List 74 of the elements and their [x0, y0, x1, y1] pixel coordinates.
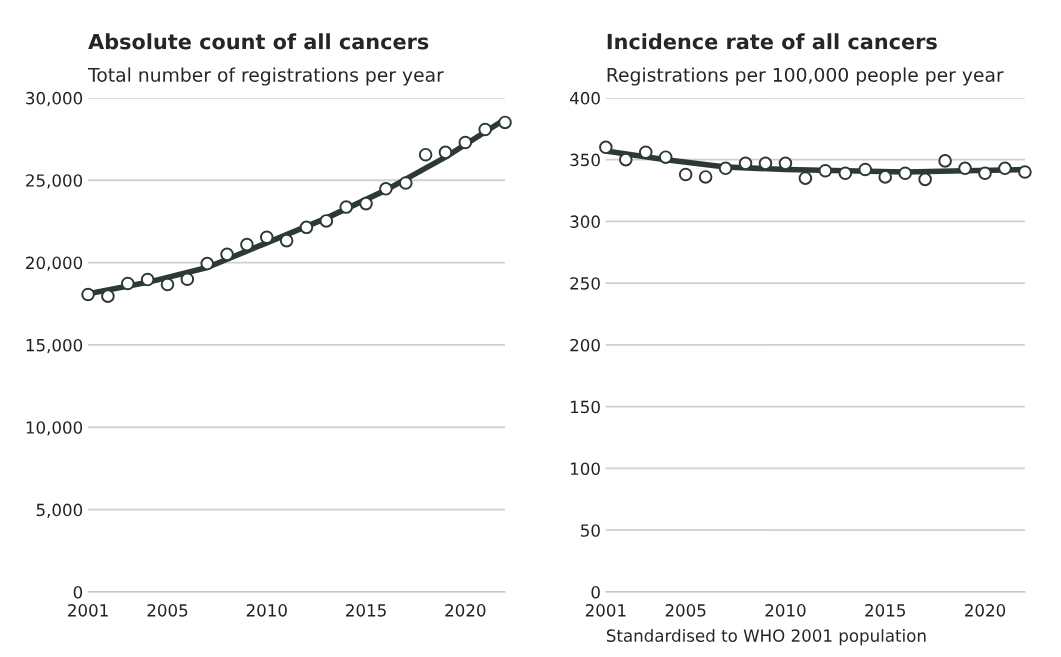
y-tick-label: 20,000 — [26, 256, 83, 271]
point — [599, 140, 613, 155]
point — [498, 115, 512, 130]
point — [958, 161, 972, 176]
point — [398, 176, 413, 190]
y-tick-label: 400 — [569, 91, 600, 105]
point — [838, 166, 853, 181]
chart-title: Absolute count of all cancers — [88, 33, 429, 50]
y-tick-label: 0 — [73, 585, 83, 599]
point — [798, 171, 813, 185]
point — [319, 214, 334, 228]
y-tick-label: 200 — [570, 338, 600, 352]
point — [698, 170, 713, 184]
x-tick-label: 2020 — [445, 604, 486, 617]
y-tick-label: 10,000 — [26, 421, 83, 436]
y-tick-label: 350 — [570, 153, 600, 167]
y-tick-label: 15,000 — [26, 338, 83, 354]
point — [678, 167, 693, 182]
point — [938, 154, 952, 168]
y-tick-label: 150 — [570, 400, 600, 414]
x-tick-label: 2001 — [68, 604, 108, 617]
x-tick-label: 2010 — [246, 604, 287, 617]
point — [998, 161, 1012, 176]
point — [359, 196, 373, 211]
x-tick-label: 2005 — [665, 604, 706, 617]
y-tick-label: 250 — [570, 277, 600, 290]
point — [758, 156, 773, 171]
y-tick-label: 25,000 — [26, 174, 83, 189]
point — [339, 200, 353, 214]
point — [478, 122, 492, 137]
x-tick-label: 2010 — [765, 604, 806, 617]
chart-subtitle: Registrations per 100,000 people per year — [607, 67, 1004, 86]
x-tick-label: 2015 — [865, 604, 905, 617]
point — [240, 237, 254, 252]
point — [259, 230, 274, 244]
y-tick-label: 0 — [591, 585, 600, 599]
point — [1018, 165, 1032, 179]
point — [120, 276, 135, 291]
point — [658, 150, 673, 164]
point — [778, 156, 793, 171]
point — [379, 182, 393, 196]
point — [279, 233, 294, 248]
x-tick-label: 2001 — [585, 604, 626, 617]
point — [299, 220, 314, 235]
y-tick-label: 30,000 — [26, 91, 83, 107]
y-tick-label: 100 — [570, 462, 600, 476]
point — [180, 272, 195, 286]
x-tick-label: 2005 — [147, 604, 188, 617]
point — [718, 161, 733, 176]
x-tick-label: 2015 — [346, 604, 386, 617]
point — [738, 156, 753, 171]
chart-title: Incidence rate of all cancers — [607, 33, 937, 50]
y-tick-label: 300 — [570, 215, 600, 228]
point — [438, 145, 453, 160]
point — [619, 152, 633, 167]
point — [140, 272, 155, 287]
x-tick-label: 2020 — [965, 604, 1006, 617]
point — [418, 147, 433, 162]
point — [918, 172, 932, 187]
y-tick-label: 5,000 — [36, 503, 83, 518]
chart-subtitle: Total number of registrations per year — [88, 67, 444, 86]
point — [220, 247, 234, 262]
point — [458, 135, 473, 150]
text: Standardised to WHO 2001 population — [606, 629, 926, 646]
point — [898, 166, 912, 181]
point — [818, 163, 833, 178]
point — [160, 277, 175, 292]
point — [858, 162, 873, 177]
y-tick-label: 50 — [581, 524, 600, 537]
point — [81, 287, 95, 302]
point — [101, 289, 115, 303]
point — [978, 166, 992, 181]
point — [200, 256, 214, 271]
point — [878, 170, 893, 184]
